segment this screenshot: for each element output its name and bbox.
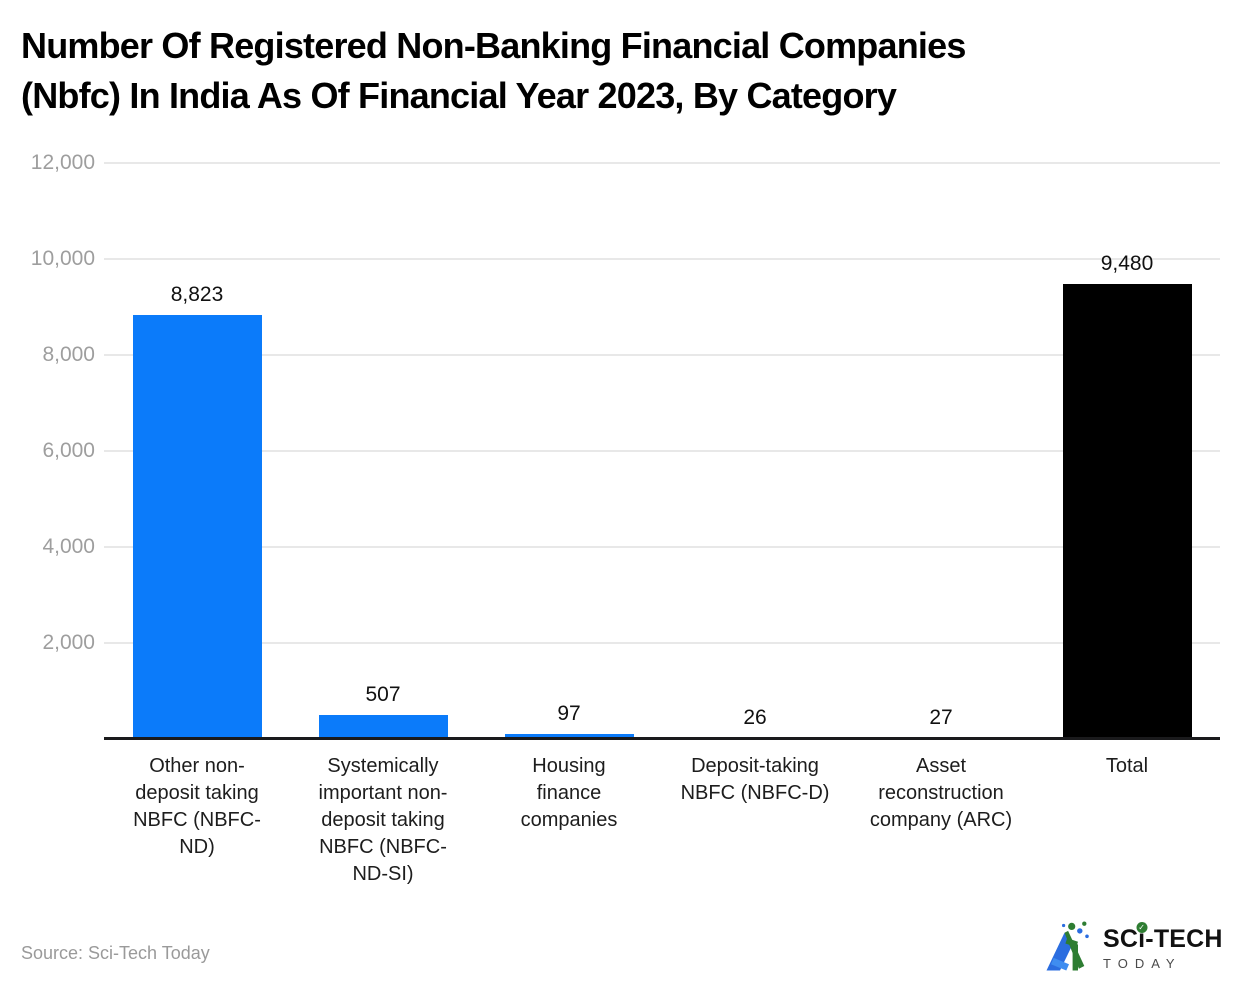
x-axis-category-label: Systemically important non- deposit taki… — [318, 755, 448, 885]
y-axis-tick-label: 12,000 — [30, 151, 95, 174]
sci-tech-triangle-icon — [1046, 921, 1089, 971]
gridline — [104, 546, 1220, 548]
y-axis-tick-label: 2,000 — [42, 631, 95, 654]
logo-check-dot-icon: ✓ — [1136, 921, 1148, 933]
gridline — [104, 354, 1220, 356]
y-axis-tick-labels: 2,000 4,000 6,000 8,000 10,000 12,000 — [0, 151, 95, 739]
x-axis-baseline — [104, 737, 1220, 740]
chart-title: Number Of Registered Non-Banking Financi… — [21, 25, 966, 116]
y-axis-tick-label: 6,000 — [42, 439, 95, 462]
bar-2 — [318, 715, 448, 739]
x-axis-category-label: Total — [1105, 755, 1149, 777]
bar-value-label: 26 — [743, 706, 767, 729]
x-axis-category-label: Deposit-taking NBFC (NBFC-D) — [680, 755, 830, 804]
bar-value-label: 97 — [557, 702, 581, 725]
bar-value-label: 27 — [929, 706, 953, 729]
gridline — [104, 450, 1220, 452]
source-attribution: Source: Sci-Tech Today — [21, 943, 210, 963]
x-axis-category-label: Asset reconstruction company (ARC) — [869, 755, 1013, 831]
logo-brand-sub: TODAY — [1103, 955, 1182, 971]
bar-3 — [504, 734, 634, 739]
y-axis-tick-label: 10,000 — [30, 247, 95, 270]
bar-value-label: 9,480 — [1100, 252, 1154, 275]
bar-value-label: 8,823 — [170, 283, 224, 306]
bar-1 — [132, 315, 262, 739]
gridline — [104, 258, 1220, 260]
logo-wordmark: SC‌ı✓-TECH TODAY — [1103, 921, 1223, 971]
bar-6 — [1062, 284, 1192, 739]
logo-brand-name: SC‌ı✓-TECH — [1103, 921, 1223, 953]
x-axis-category-label: Housing finance companies — [520, 755, 618, 831]
gridline — [104, 642, 1220, 644]
bar-value-label: 507 — [365, 683, 401, 706]
gridline — [104, 162, 1220, 164]
y-axis-tick-label: 4,000 — [42, 535, 95, 558]
x-axis-category-label: Other non- deposit taking NBFC (NBFC- ND… — [133, 755, 261, 858]
sci-tech-today-logo: SC‌ı✓-TECH TODAY — [1042, 919, 1223, 977]
y-axis-tick-label: 8,000 — [42, 343, 95, 366]
plot-area: 8,823 507 97 26 27 9,480 — [104, 162, 1220, 739]
